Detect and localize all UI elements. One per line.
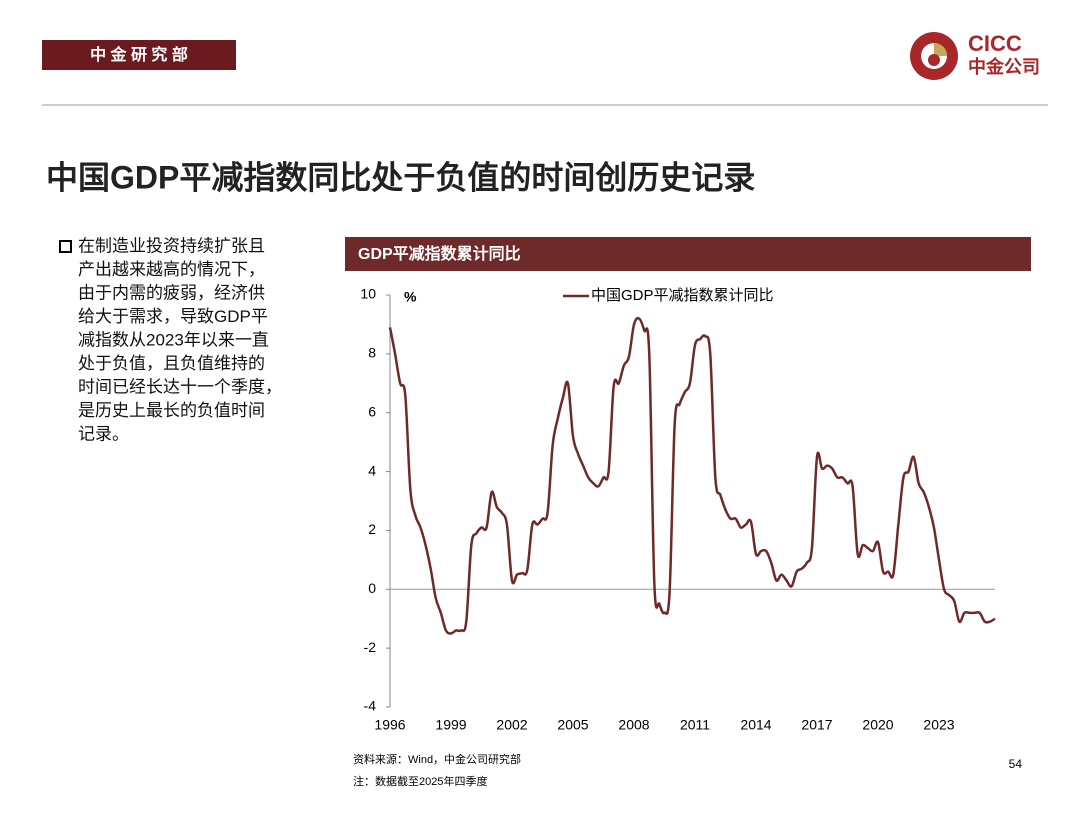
y-tick-label: -2 [364,639,377,655]
chart-header [345,237,1031,271]
x-tick-label: 2002 [496,717,527,733]
y-tick-label: 8 [368,345,376,361]
y-tick-label: 0 [368,580,376,596]
y-tick-label: 10 [360,286,376,302]
bullet-line: 是历史上最长的负值时间 [78,401,265,420]
x-tick-label: 2023 [923,717,954,733]
data-line [388,316,996,635]
x-tick-label: 2020 [862,717,893,733]
header-label: 中 金 研 究 部 [90,45,188,64]
x-tick-label: 2017 [801,717,832,733]
x-tick-label: 2005 [557,717,588,733]
bullet-line: 产出越来越高的情况下， [78,260,265,279]
x-tick-label: 1996 [374,717,405,733]
header-bar [42,40,236,70]
x-tick-label: 1999 [435,717,466,733]
bullet-line: 给大于需求，导致GDP平 [78,307,268,326]
note: 注：数据截至2025年四季度 [353,774,487,788]
slide-title: 中国GDP平减指数同比处于负值的时间创历史记录 [46,159,755,195]
y-tick-label: 2 [368,521,376,537]
bullet-line: 记录。 [78,424,129,443]
chart-title: GDP平减指数累计同比 [358,244,521,263]
bullet-line: 时间已经长达十一个季度， [78,377,282,396]
source: 资料来源：Wind，中金公司研究部 [353,752,521,766]
y-tick-label: -4 [364,698,377,714]
bullet-line: 由于内需的疲弱，经济供 [78,283,265,302]
page-number: 54 [1009,757,1023,771]
logo-cn: 中金公司 [968,56,1040,77]
x-tick-label: 2014 [740,717,771,733]
y-tick-label: 4 [368,462,376,478]
bullet-line: 处于负值，且负值维持的 [78,354,265,373]
y-axis-label: % [404,289,417,305]
legend-label: 中国GDP平减指数累计同比 [591,287,774,304]
y-tick-label: 6 [368,403,376,419]
bullet-line: 减指数从2023年以来一直 [78,330,269,349]
bullet-marker [59,240,72,253]
bullet-line: 在制造业投资持续扩张且 [78,236,265,255]
logo-icon [910,32,958,80]
x-tick-label: 2011 [680,717,710,733]
x-tick-label: 2008 [618,717,649,733]
logo-en: CICC [968,31,1022,56]
